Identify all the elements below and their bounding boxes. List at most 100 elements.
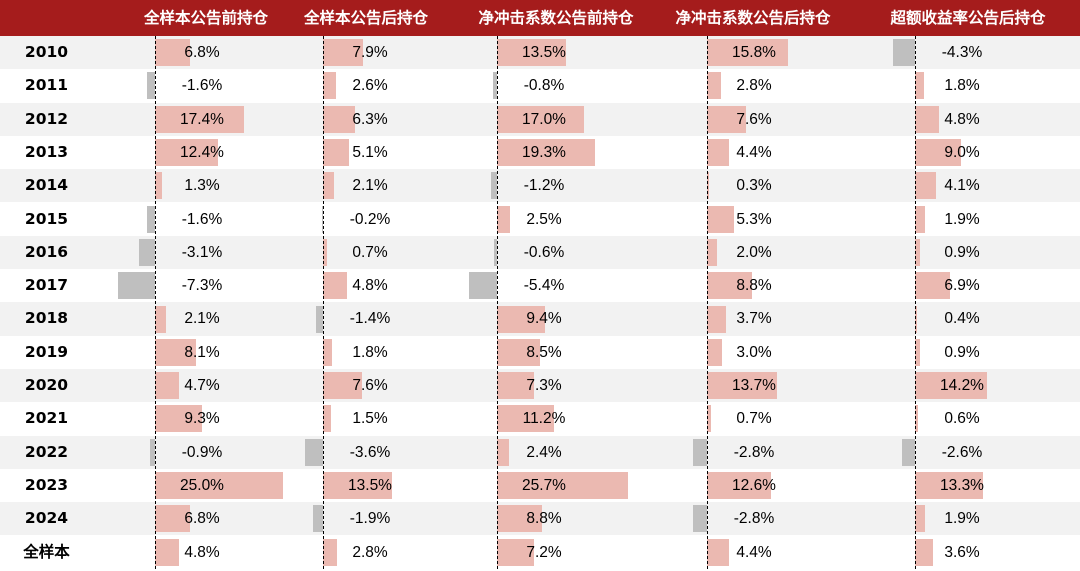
positive-bar <box>323 72 337 100</box>
value-label: -3.6% <box>349 443 391 461</box>
value-label: 4.1% <box>944 177 980 195</box>
value-label: 7.3% <box>526 377 562 394</box>
positive-bar <box>707 305 726 333</box>
value-label: 4.4% <box>736 143 772 161</box>
value-label: 8.1% <box>184 343 220 361</box>
value-label: 8.8% <box>526 510 562 528</box>
value-label: 25.7% <box>522 476 566 494</box>
value-label: 7.6% <box>736 110 772 128</box>
negative-bar <box>490 172 497 200</box>
positive-bar <box>323 105 356 133</box>
value-label: -1.2% <box>523 177 565 195</box>
row-label: 全样本 <box>23 542 70 561</box>
positive-bar <box>915 505 925 533</box>
value-label: 2.4% <box>526 443 562 461</box>
positive-bar <box>497 139 596 167</box>
positive-bar <box>915 372 988 400</box>
value-label: 13.5% <box>348 476 392 494</box>
row-label: 2011 <box>24 76 69 95</box>
negative-bar <box>139 238 155 266</box>
column-header-2: 全样本公告后持仓 <box>303 9 428 27</box>
positive-bar <box>497 338 541 366</box>
value-label: 3.7% <box>736 310 772 328</box>
row-label: 2017 <box>24 276 69 295</box>
positive-bar <box>497 39 566 67</box>
value-label: 1.8% <box>352 343 388 361</box>
positive-bar <box>915 105 940 133</box>
negative-bar <box>315 305 323 333</box>
value-label: 17.4% <box>180 110 224 128</box>
value-label: 19.3% <box>522 143 566 161</box>
value-label: 7.6% <box>352 377 388 394</box>
positive-bar <box>155 405 203 433</box>
negative-bar <box>692 438 707 466</box>
value-label: 13.3% <box>940 476 984 494</box>
value-label: -1.6% <box>181 210 223 228</box>
positive-bar <box>707 472 772 500</box>
positive-bar <box>915 405 919 433</box>
value-label: 11.2% <box>522 410 566 428</box>
negative-bar <box>469 272 497 300</box>
positive-bar <box>497 472 629 500</box>
negative-bar <box>901 438 915 466</box>
zero-axis-line <box>323 36 324 569</box>
value-label: 4.8% <box>352 277 388 295</box>
positive-bar <box>915 472 983 500</box>
value-label: 0.6% <box>944 410 980 428</box>
positive-bar <box>497 305 545 333</box>
value-label: 9.0% <box>944 143 980 161</box>
positive-bar <box>155 39 190 67</box>
positive-bar <box>155 472 283 500</box>
value-label: 2.0% <box>736 243 772 261</box>
negative-bar <box>146 205 155 233</box>
positive-bar <box>497 372 535 400</box>
positive-bar <box>323 472 392 500</box>
row-label: 2022 <box>24 442 69 461</box>
value-label: 4.8% <box>944 110 980 128</box>
row-label: 2024 <box>24 509 69 528</box>
value-label: 6.8% <box>184 510 220 528</box>
negative-bar <box>313 505 323 533</box>
positive-bar <box>323 372 362 400</box>
value-label: 14.2% <box>940 377 984 394</box>
row-label: 2019 <box>24 342 69 361</box>
value-label: 7.2% <box>526 543 562 561</box>
positive-bar <box>323 39 364 67</box>
column-header-5: 超额收益率公告后持仓 <box>890 9 1046 27</box>
positive-bar <box>155 105 244 133</box>
value-label: 1.5% <box>352 410 388 428</box>
positive-bar <box>915 72 925 100</box>
row-label: 2016 <box>24 242 69 261</box>
row-label: 2021 <box>24 409 69 428</box>
positive-bar <box>323 538 338 566</box>
positive-bar <box>707 405 711 433</box>
value-label: 0.9% <box>944 343 980 361</box>
value-label: 0.7% <box>736 410 772 428</box>
row-label: 2020 <box>24 376 69 394</box>
negative-bar <box>893 39 915 67</box>
value-label: 9.4% <box>526 310 562 328</box>
value-label: -1.6% <box>181 77 223 95</box>
zero-axis-line <box>497 36 498 569</box>
value-label: 1.9% <box>944 210 980 228</box>
row-label: 2012 <box>24 109 69 128</box>
positive-bar <box>497 438 510 466</box>
negative-bar <box>321 205 323 233</box>
negative-bar <box>146 72 155 100</box>
row-label: 2014 <box>24 176 69 195</box>
value-label: -0.2% <box>349 210 391 228</box>
positive-bar <box>155 305 166 333</box>
value-label: 6.9% <box>944 277 980 295</box>
positive-bar <box>707 272 752 300</box>
value-label: 15.8% <box>732 44 776 61</box>
value-label: 0.7% <box>352 243 388 261</box>
value-label: -0.9% <box>181 443 223 461</box>
positive-bar <box>155 505 190 533</box>
positive-bar <box>915 205 925 233</box>
value-label: 0.4% <box>944 310 980 328</box>
positive-bar <box>707 39 788 67</box>
value-label: 13.5% <box>522 44 566 61</box>
value-label: 4.7% <box>184 377 220 394</box>
negative-bar <box>150 438 155 466</box>
negative-bar <box>492 72 497 100</box>
